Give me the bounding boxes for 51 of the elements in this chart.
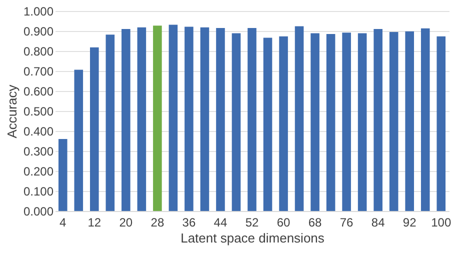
bar <box>122 29 130 211</box>
bar <box>279 36 288 211</box>
y-tick-label: 0.700 <box>23 64 54 78</box>
x-tick-label: 92 <box>402 216 417 230</box>
y-tick-label: 0.400 <box>23 124 54 138</box>
x-axis-title: Latent space dimensions <box>180 230 325 246</box>
x-tick-label: 60 <box>276 216 291 230</box>
y-tick-label: 0.100 <box>23 184 54 198</box>
y-tick-label: 0.800 <box>23 44 54 58</box>
bar <box>405 31 414 211</box>
bar <box>389 32 398 211</box>
bar <box>310 33 320 211</box>
x-tick-label: 28 <box>150 216 164 230</box>
bar <box>153 26 162 211</box>
x-tick-label: 20 <box>119 216 133 230</box>
bar <box>200 27 210 211</box>
bar <box>106 34 115 211</box>
y-tick-label: 0.500 <box>23 104 54 118</box>
bar <box>294 26 304 211</box>
bar <box>168 24 178 211</box>
x-tick-label: 84 <box>371 216 386 230</box>
bar <box>232 33 241 211</box>
bar <box>342 32 351 211</box>
bar <box>374 29 382 211</box>
y-tick-label: 0.300 <box>23 144 54 158</box>
x-tick-label: 12 <box>88 216 102 230</box>
y-tick-label: 1.000 <box>23 4 54 18</box>
y-tick-label: 0.200 <box>23 164 54 178</box>
bar <box>436 36 446 211</box>
x-tick-label: 100 <box>431 216 452 230</box>
bar <box>137 27 146 211</box>
bar <box>58 139 68 211</box>
y-tick-label: 0.900 <box>23 24 54 38</box>
y-axis-title: Accuracy <box>4 84 20 138</box>
bar <box>326 34 336 211</box>
bar <box>420 28 430 211</box>
bar <box>216 28 225 211</box>
x-tick-label: 44 <box>214 216 228 230</box>
bar <box>248 28 256 211</box>
bar <box>184 26 194 211</box>
x-tick-label: 36 <box>182 216 196 230</box>
y-tick-label: 0.600 <box>23 84 54 98</box>
x-tick-label: 68 <box>308 216 322 230</box>
bar <box>358 33 367 211</box>
bar <box>90 47 99 211</box>
x-tick-label: 4 <box>60 216 67 230</box>
x-tick-label: 76 <box>340 216 354 230</box>
bar <box>74 70 84 211</box>
bar <box>263 38 272 211</box>
x-tick-label: 52 <box>245 216 259 230</box>
y-tick-label: 0.000 <box>23 204 54 218</box>
